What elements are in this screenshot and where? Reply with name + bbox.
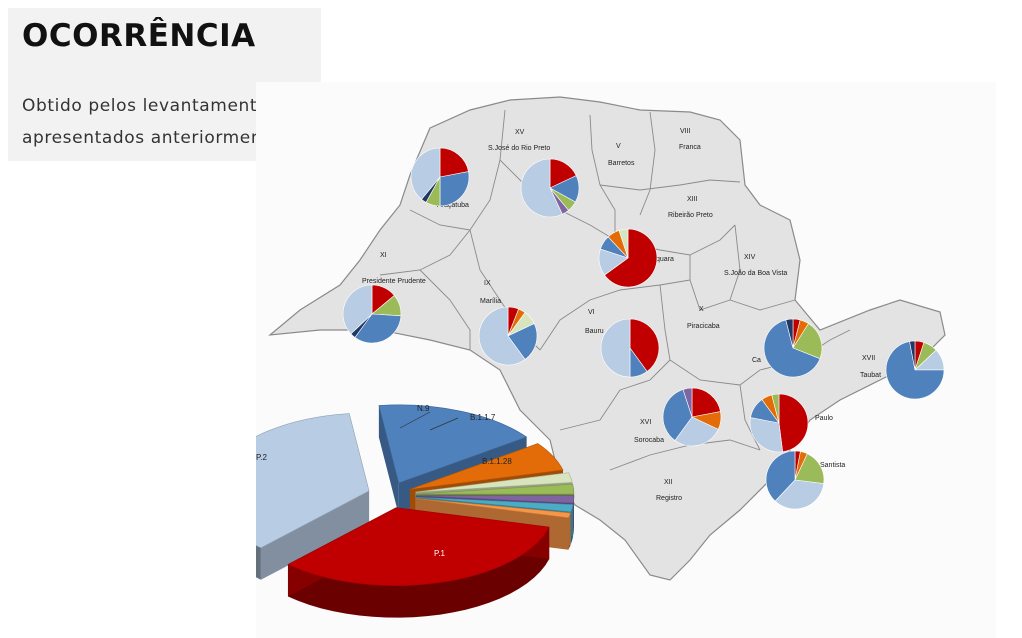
region-pie-slice <box>618 228 629 259</box>
region-pies <box>342 147 945 510</box>
big-pie-slice-p2 <box>256 413 370 580</box>
big-pie-slice-side <box>287 527 550 618</box>
region-pie-mar-lia <box>478 306 538 366</box>
label-p2: P.2 <box>256 453 268 462</box>
region-pie-slice <box>909 340 916 371</box>
big-pie-slice-top <box>415 496 574 513</box>
label-b1128: B.1.1.28 <box>482 457 512 466</box>
region-campinas-name: Ca <box>752 357 761 364</box>
region-pie-slice <box>778 393 809 453</box>
label-n9: N.9 <box>417 404 430 413</box>
big-pie-slice-top <box>378 404 528 484</box>
region-pie-slice <box>774 479 825 510</box>
sao-paulo-map: XV S.José do Rio Preto V Barretos VIII F… <box>256 96 946 618</box>
region-xv-num: XV <box>515 129 525 136</box>
region-araraquara-name: quara <box>656 256 674 263</box>
region-xv-name: S.José do Rio Preto <box>488 145 550 152</box>
region-ix-name: Marília <box>480 298 501 305</box>
page-title: OCORRÊNCIA <box>22 18 256 54</box>
region-x-name: Piracicaba <box>687 323 720 330</box>
big-pie-slice-top <box>287 507 550 586</box>
region-pie-presidente-prudente <box>342 284 402 344</box>
region-pie-ara-atuba <box>410 147 470 207</box>
region-pie-slice <box>691 387 721 418</box>
label-b117: B.1.1.7 <box>470 413 496 422</box>
region-pie-slice <box>507 323 538 360</box>
subtitle-line-2: apresentados anteriormente. <box>22 128 287 148</box>
region-v-name: Barretos <box>608 160 635 167</box>
region-pie-slice <box>674 416 719 447</box>
region-pie-sorocaba <box>662 387 722 447</box>
big-pie-slice-top <box>415 483 575 495</box>
region-pie-slice <box>763 319 821 378</box>
big-pie-slice-top <box>256 413 370 549</box>
region-pie-slice <box>749 417 783 453</box>
region-xi-num: XI <box>380 252 387 259</box>
region-pie-slice <box>662 389 693 441</box>
region-santista-name: Santista <box>820 462 845 469</box>
subtitle-line-1: Obtido pelos levantamentos <box>22 96 278 116</box>
region-xvii-num: XVII <box>862 355 875 362</box>
region-pie-baixada-santista <box>765 450 825 510</box>
region-viii-num: VIII <box>680 128 691 135</box>
region-pie-slice <box>439 147 469 178</box>
region-xvi-name: Sorocaba <box>634 437 664 444</box>
region-pie-slice <box>792 323 823 360</box>
region-pie-slice <box>600 318 631 378</box>
region-pie-slice <box>342 284 373 335</box>
region-xii-name: Registro <box>656 495 682 502</box>
region-pie-slice <box>354 313 402 344</box>
region-pie-slice <box>520 158 563 218</box>
region-pie-araraquara <box>598 228 658 288</box>
region-pie-slice <box>771 393 780 424</box>
region-pie-slice <box>629 318 660 372</box>
region-aracatuba-name: Araçatuba <box>437 202 469 209</box>
big-pie-slice-face <box>260 490 370 580</box>
region-pie-slice <box>410 147 441 200</box>
big-pie-slice-top <box>415 495 575 504</box>
region-pie-s-jos-do-rio-preto <box>520 158 580 218</box>
region-pie-slice <box>478 306 526 366</box>
region-x-num: X <box>699 306 704 313</box>
region-xiv-num: XIV <box>744 254 756 261</box>
region-vi-name: Bauru <box>585 328 604 335</box>
region-pie-slice <box>794 453 825 484</box>
region-xii-num: XII <box>664 479 673 486</box>
region-pie-slice <box>785 318 794 349</box>
region-pie-campinas <box>763 318 823 378</box>
region-labels: XV S.José do Rio Preto V Barretos VIII F… <box>362 128 881 502</box>
label-p1: P.1 <box>434 549 446 558</box>
map-panel: XV S.José do Rio Preto V Barretos VIII F… <box>256 82 996 638</box>
region-vi-num: VI <box>588 309 595 316</box>
big-pie-chart <box>256 404 575 618</box>
region-v-num: V <box>616 143 621 150</box>
region-xiii-name: Ribeirão Preto <box>668 212 713 219</box>
big-pie-labels: N.9 B.1.1.7 B.1.1.28 P.2 P.1 <box>256 404 512 558</box>
big-pie-slice-p1 <box>287 507 550 618</box>
region-xi-name: Presidente Prudente <box>362 278 426 285</box>
region-pie-bauru <box>600 318 660 378</box>
region-ix-num: IX <box>484 280 491 287</box>
region-viii-name: Franca <box>679 144 701 151</box>
big-pie-slice-top <box>415 498 571 519</box>
big-pie-slice-top <box>409 443 564 490</box>
region-pie-slice <box>765 450 796 502</box>
region-pie-slice <box>885 341 945 400</box>
region-xiii-num: XIII <box>687 196 698 203</box>
region-saopaulo-name: Paulo <box>815 415 833 422</box>
big-pie-slice-top <box>415 472 573 493</box>
region-pie-slice <box>439 171 470 207</box>
region-pie-slice <box>682 387 693 418</box>
region-xvi-num: XVI <box>640 419 651 426</box>
region-xvii-name: Taubat <box>860 372 881 379</box>
region-pie-taubat- <box>885 340 945 400</box>
region-xiv-name: S.João da Boa Vista <box>724 270 787 277</box>
region-pie-s-o-paulo <box>749 393 809 453</box>
big-pie-slice-face <box>378 405 399 515</box>
region-pie-slice <box>604 228 658 288</box>
